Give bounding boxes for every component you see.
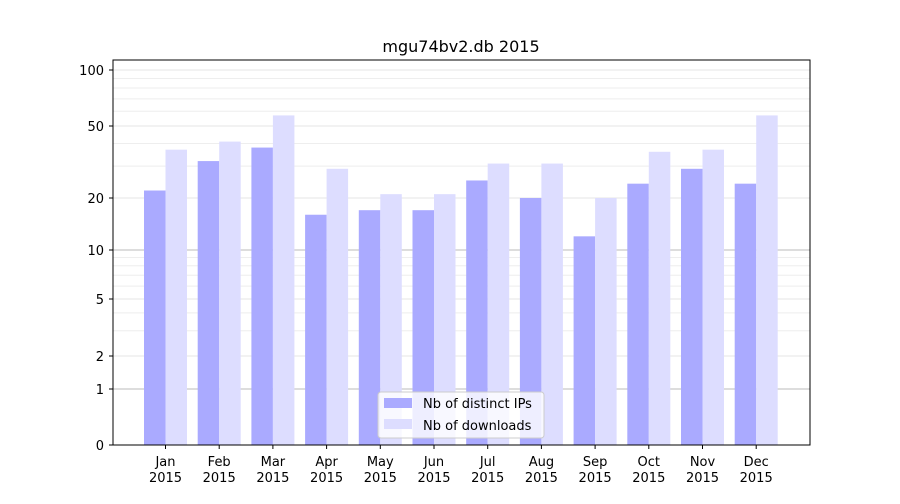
x-tick-label: 2015 xyxy=(256,471,289,486)
x-tick-label: 2015 xyxy=(525,471,558,486)
y-tick-label: 10 xyxy=(87,244,104,259)
x-tick-label: Apr xyxy=(315,455,338,470)
bars xyxy=(144,115,778,446)
bar-distinct-ips xyxy=(734,183,757,446)
bar-distinct-ips xyxy=(358,210,381,445)
bar-downloads xyxy=(326,168,349,445)
x-tick-label: Jan xyxy=(154,455,175,470)
bar-distinct-ips xyxy=(573,236,596,445)
x-axis: Jan2015Feb2015Mar2015Apr2015May2015Jun20… xyxy=(149,445,773,486)
bar-distinct-ips xyxy=(197,161,220,445)
x-tick-label: 2015 xyxy=(310,471,343,486)
x-tick-label: Nov xyxy=(690,455,716,470)
bar-distinct-ips xyxy=(305,214,327,445)
legend-swatch-downloads xyxy=(384,419,412,429)
x-tick-label: 2015 xyxy=(686,471,719,486)
bar-downloads xyxy=(487,163,510,446)
y-tick-label: 5 xyxy=(96,293,104,308)
x-tick-label: 2015 xyxy=(203,471,236,486)
x-tick-label: Oct xyxy=(638,455,660,470)
x-tick-label: 2015 xyxy=(364,471,397,486)
x-tick-label: Mar xyxy=(261,455,286,470)
x-tick-label: 2015 xyxy=(417,471,450,486)
y-axis: 0 1 2 5 10 20 50 100 xyxy=(79,64,113,454)
legend: Nb of distinct IPs Nb of downloads xyxy=(377,391,545,439)
x-tick-label: 2015 xyxy=(740,471,773,486)
x-tick-label: Sep xyxy=(583,455,608,470)
chart-title: mgu74bv2.db 2015 xyxy=(382,37,539,56)
y-tick-label: 100 xyxy=(79,64,104,79)
y-tick-label: 2 xyxy=(96,350,104,365)
y-tick-label: 0 xyxy=(96,439,104,454)
bar-downloads xyxy=(756,115,778,445)
x-tick-label: 2015 xyxy=(471,471,504,486)
bar-downloads xyxy=(219,141,241,445)
legend-label-ips: Nb of distinct IPs xyxy=(423,397,532,412)
plot-frame xyxy=(112,59,811,446)
bar-distinct-ips xyxy=(144,190,166,445)
bar-downloads xyxy=(702,149,724,445)
y-tick-label: 1 xyxy=(96,383,104,398)
x-tick-label: Jul xyxy=(479,455,496,470)
y-tick-label: 20 xyxy=(87,192,104,207)
bar-downloads xyxy=(165,149,187,445)
legend-swatch-ips xyxy=(384,398,412,408)
bar-downloads xyxy=(541,163,563,446)
bar-distinct-ips xyxy=(681,168,703,445)
bar-distinct-ips xyxy=(519,198,542,445)
x-tick-label: Aug xyxy=(529,455,554,470)
x-tick-label: Feb xyxy=(208,455,231,470)
bar-distinct-ips xyxy=(412,210,434,445)
bar-downloads xyxy=(380,194,402,445)
y-tick-label: 50 xyxy=(87,120,104,135)
x-tick-label: 2015 xyxy=(632,471,665,486)
x-tick-label: May xyxy=(367,455,394,470)
bar-downloads xyxy=(595,198,617,445)
bar-downloads xyxy=(272,115,295,445)
bar-distinct-ips xyxy=(627,183,649,446)
bar-downloads xyxy=(648,151,671,445)
bar-distinct-ips xyxy=(466,180,488,446)
x-tick-label: 2015 xyxy=(579,471,612,486)
legend-label-downloads: Nb of downloads xyxy=(423,419,532,434)
x-tick-label: 2015 xyxy=(149,471,182,486)
bar-distinct-ips xyxy=(251,147,273,445)
x-tick-label: Dec xyxy=(744,455,769,470)
x-tick-label: Jun xyxy=(423,455,444,470)
legend-box xyxy=(377,391,545,439)
bar-downloads xyxy=(434,194,456,445)
